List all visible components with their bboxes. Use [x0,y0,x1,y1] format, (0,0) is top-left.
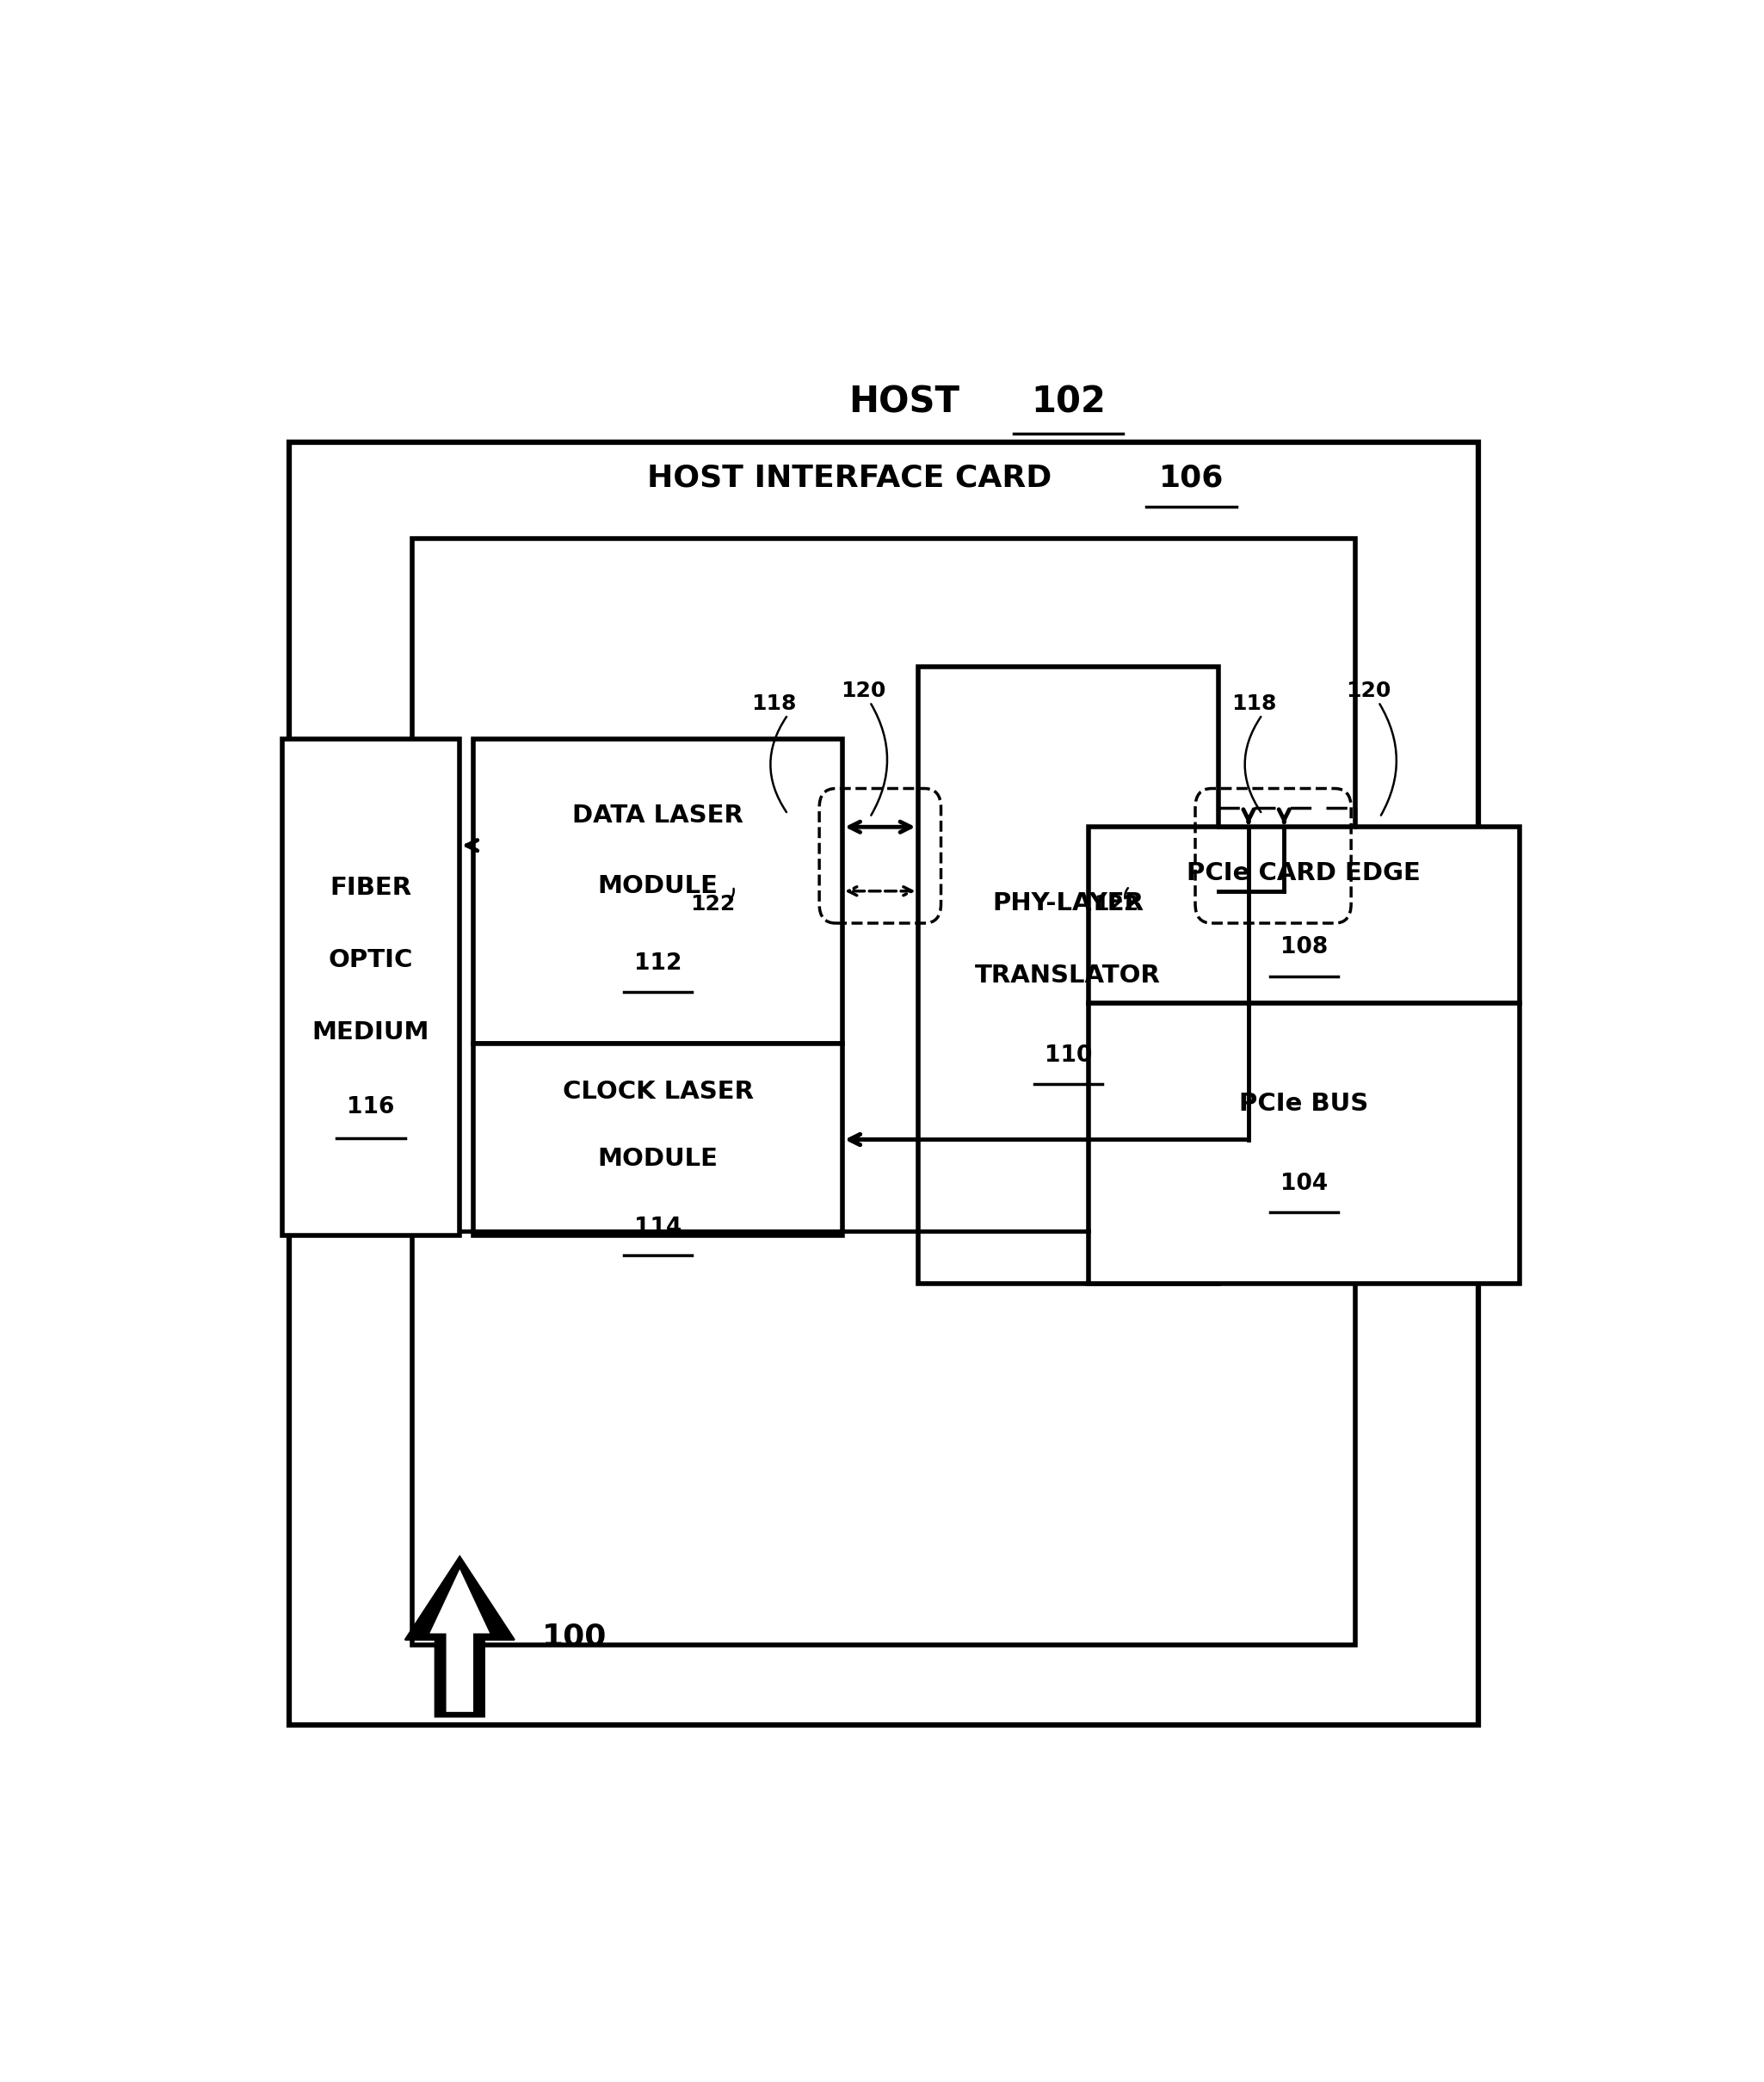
Bar [413,539,1355,1645]
Text: PHY-LAYER: PHY-LAYER [993,891,1143,916]
Text: 100: 100 [542,1622,607,1651]
Bar [1088,827,1519,1004]
Text: OPTIC: OPTIC [328,947,413,972]
Text: 122: 122 [690,893,736,914]
Text: MODULE: MODULE [598,874,718,897]
Text: HOST: HOST [848,383,960,421]
Bar [289,441,1478,1724]
Text: 110: 110 [1044,1045,1092,1066]
Text: 120: 120 [840,681,886,702]
Text: 112: 112 [633,951,683,974]
Text: MODULE: MODULE [598,1147,718,1170]
Bar [282,739,460,1237]
Text: PCIe BUS: PCIe BUS [1240,1091,1369,1116]
Text: CLOCK LASER: CLOCK LASER [563,1078,753,1103]
Text: 104: 104 [1281,1172,1328,1195]
Text: 122: 122 [1094,893,1138,914]
Text: 116: 116 [348,1097,395,1118]
Text: DATA LASER: DATA LASER [572,804,744,829]
Text: MEDIUM: MEDIUM [312,1020,430,1045]
Text: HOST INTERFACE CARD: HOST INTERFACE CARD [647,462,1051,491]
Text: 118: 118 [751,693,797,714]
Text: 102: 102 [1030,383,1106,421]
Text: 114: 114 [635,1216,681,1239]
Polygon shape [430,1570,490,1711]
Text: PCIe CARD EDGE: PCIe CARD EDGE [1187,862,1420,885]
Bar [917,666,1219,1285]
Text: 106: 106 [1159,462,1224,491]
Text: 118: 118 [1231,693,1277,714]
Bar [473,739,843,1043]
Text: FIBER: FIBER [330,877,411,899]
Polygon shape [406,1557,515,1718]
Bar [1088,1004,1519,1285]
Text: 120: 120 [1346,681,1392,702]
Text: TRANSLATOR: TRANSLATOR [975,964,1161,987]
Text: 108: 108 [1281,937,1328,958]
Bar [473,1043,843,1237]
